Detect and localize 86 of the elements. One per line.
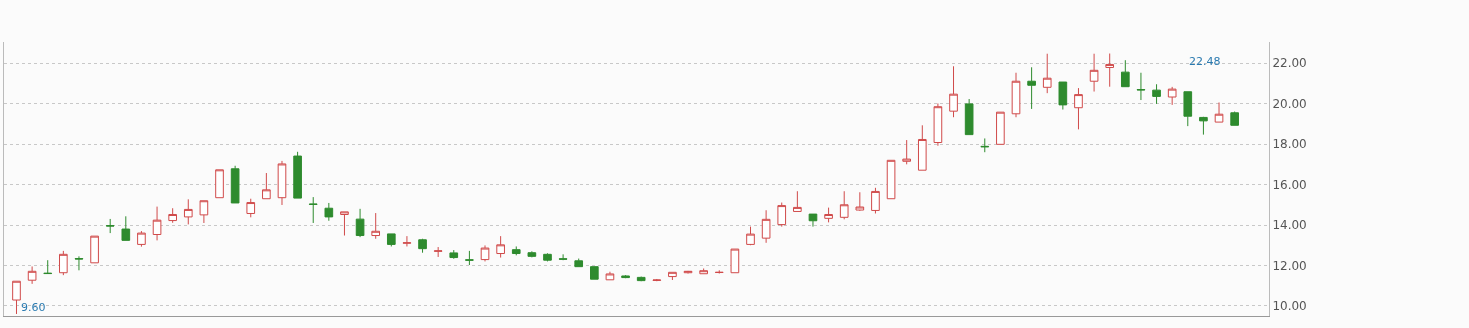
candlestick (105, 218, 115, 234)
candlestick (824, 207, 833, 223)
candlestick (449, 249, 459, 260)
candlestick (246, 198, 256, 218)
candlestick (1042, 53, 1052, 94)
candlestick (90, 235, 99, 264)
candlestick (183, 198, 193, 225)
candlestick (386, 233, 396, 247)
candlestick (168, 207, 177, 224)
candlestick (215, 169, 224, 199)
candlestick (933, 102, 943, 147)
candlestick (43, 259, 53, 275)
candlestick (1214, 101, 1224, 123)
candlestick (27, 265, 37, 285)
candlestick (699, 267, 708, 275)
candlestick (121, 215, 131, 241)
candlestick (199, 200, 209, 224)
y-tick-label: 22.00 (1272, 56, 1307, 71)
y-tick-label: 12.00 (1272, 258, 1307, 273)
candlestick (480, 244, 490, 262)
candlestick (340, 211, 349, 237)
candlestick (1089, 53, 1099, 93)
candlestick (808, 213, 818, 228)
candlestick (605, 271, 615, 281)
y-tick-label: 10.00 (1272, 299, 1307, 314)
annotation: 9.60 (21, 301, 46, 314)
candlestick (59, 250, 68, 276)
y-tick-label: 18.00 (1272, 137, 1307, 152)
candlestick (1105, 53, 1115, 88)
y-tick-label: 14.00 (1272, 218, 1307, 233)
candlestick (1011, 72, 1021, 118)
annotation: 22.48 (1189, 55, 1221, 68)
candlestick (871, 187, 880, 214)
candlestick (402, 235, 412, 247)
candlestick (964, 98, 974, 136)
candlestick (746, 226, 755, 246)
candlestick (558, 253, 568, 261)
candlestick (590, 266, 599, 280)
candlestick (1027, 66, 1036, 110)
y-tick-label: 16.00 (1272, 177, 1307, 192)
candlestick (652, 278, 662, 282)
candlestick (777, 202, 787, 228)
candlestick (293, 151, 302, 199)
candlestick (465, 250, 474, 266)
candlestick (574, 258, 584, 268)
candlestick (793, 190, 802, 212)
candlestick (527, 250, 537, 258)
candlestick (980, 137, 990, 153)
candlestick (324, 202, 334, 222)
candlestick (839, 190, 849, 220)
candlestick (230, 165, 240, 204)
y-tick-label: 20.00 (1272, 96, 1307, 111)
candlestick (152, 206, 162, 241)
candlestick (886, 159, 896, 200)
candlestick (855, 191, 865, 212)
candlestick (277, 160, 287, 206)
candlestick (1074, 87, 1083, 130)
candlestick (308, 196, 318, 224)
candlestick (730, 248, 740, 274)
candlestick (1199, 116, 1208, 136)
candlestick (761, 209, 771, 244)
candlestick (137, 230, 146, 248)
candlestick (355, 208, 365, 238)
candlestick (418, 238, 427, 254)
candlestick (917, 124, 927, 171)
candlestick (1152, 83, 1161, 105)
candlestick (1230, 111, 1239, 126)
candlestick (1183, 91, 1193, 127)
candlestick (1136, 72, 1146, 101)
candlestick (12, 280, 21, 315)
candlestick (74, 255, 84, 271)
candlestick (902, 139, 912, 165)
candlestick (496, 235, 505, 259)
candlestick (511, 245, 521, 256)
candlestick (262, 172, 271, 200)
candlestick (949, 65, 958, 118)
candlestick (1167, 86, 1177, 106)
candlestick (1058, 81, 1068, 111)
candlestick (636, 276, 646, 282)
candlestick (371, 212, 381, 240)
candlestick (996, 111, 1005, 145)
candlestick (543, 252, 552, 262)
candlestick (621, 274, 630, 279)
candlestick (1120, 59, 1130, 88)
candlestick (668, 271, 677, 281)
candlestick (433, 246, 443, 258)
